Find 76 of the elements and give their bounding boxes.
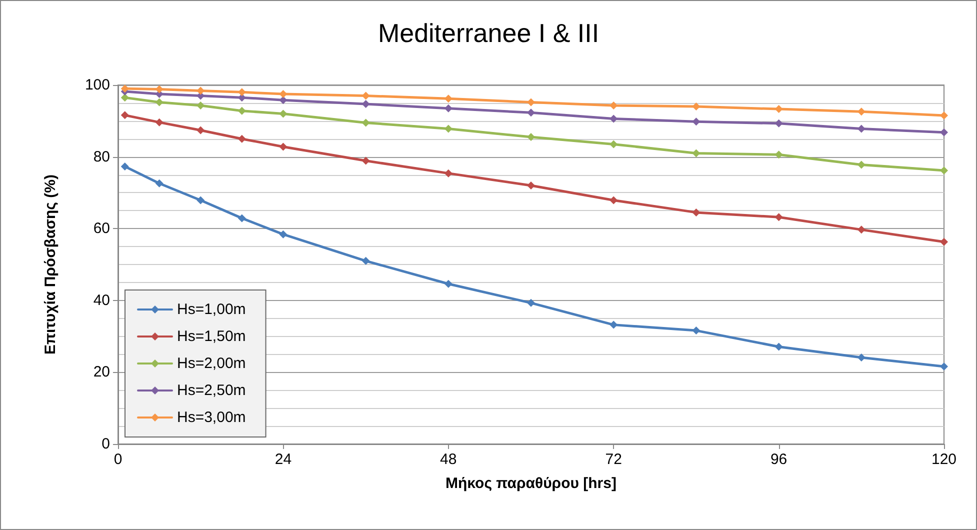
point [120, 84, 129, 93]
point [444, 280, 452, 288]
point [196, 196, 205, 204]
point [362, 118, 370, 127]
point [362, 156, 370, 165]
point [196, 86, 205, 95]
point [238, 134, 246, 143]
point [527, 133, 535, 142]
legend-label: Hs=3,00m [177, 409, 246, 426]
point [279, 230, 288, 238]
point [120, 162, 129, 170]
point [527, 182, 535, 190]
x-tick-label: 120 [931, 451, 957, 468]
point [610, 114, 618, 123]
point [610, 320, 618, 329]
point [857, 108, 866, 116]
point [940, 128, 948, 136]
point [444, 94, 452, 103]
point [155, 98, 164, 106]
point [692, 326, 700, 335]
point [774, 342, 783, 351]
legend-label: Hs=2,00m [177, 355, 246, 372]
point [692, 102, 700, 111]
point [940, 238, 948, 246]
y-tick-label: 60 [93, 220, 110, 238]
point [196, 101, 205, 110]
y-tick-label: 40 [93, 292, 110, 309]
point [444, 124, 452, 133]
point [196, 126, 205, 134]
legend-label: Hs=1,00m [177, 301, 246, 318]
chart-title: Mediterranee I & III [378, 18, 600, 48]
point [120, 111, 129, 120]
point [362, 256, 370, 265]
x-tick-label: 24 [274, 451, 292, 468]
point [155, 179, 164, 188]
point [857, 160, 866, 169]
point [279, 142, 288, 151]
point [940, 362, 948, 370]
point [610, 140, 618, 148]
y-tick-label: 20 [93, 364, 110, 381]
point [857, 353, 866, 362]
y-axis-title: Επιτυχία Πρόσβασης (%) [42, 174, 59, 354]
point [279, 110, 288, 118]
point [362, 100, 370, 108]
point [155, 85, 164, 94]
x-axis-title: Μήκος παραθύρου [hrs] [446, 475, 616, 492]
point [692, 149, 700, 158]
x-tick-label: 96 [770, 451, 788, 468]
point [527, 98, 535, 106]
point [610, 196, 618, 204]
point [444, 169, 452, 178]
point [527, 298, 535, 307]
legend-label: Hs=2,50m [177, 382, 246, 399]
x-tick-label: 48 [440, 451, 457, 468]
point [362, 92, 370, 100]
point [279, 90, 288, 98]
point [774, 213, 783, 222]
legend-label: Hs=1,50m [177, 328, 246, 345]
point [857, 124, 866, 133]
point [857, 226, 866, 234]
point [940, 166, 948, 174]
x-tick-label: 0 [114, 451, 122, 468]
y-tick-label: 0 [102, 436, 110, 452]
point [692, 208, 700, 216]
point [774, 150, 783, 159]
x-tick-label: 72 [605, 451, 622, 468]
point [155, 118, 164, 126]
point [120, 94, 129, 102]
y-tick-label: 80 [93, 148, 110, 166]
point [238, 106, 246, 115]
point [238, 88, 246, 96]
point [527, 108, 535, 117]
point [774, 105, 783, 114]
point [238, 214, 246, 222]
point [940, 112, 948, 120]
y-tick-label: 100 [84, 76, 110, 94]
